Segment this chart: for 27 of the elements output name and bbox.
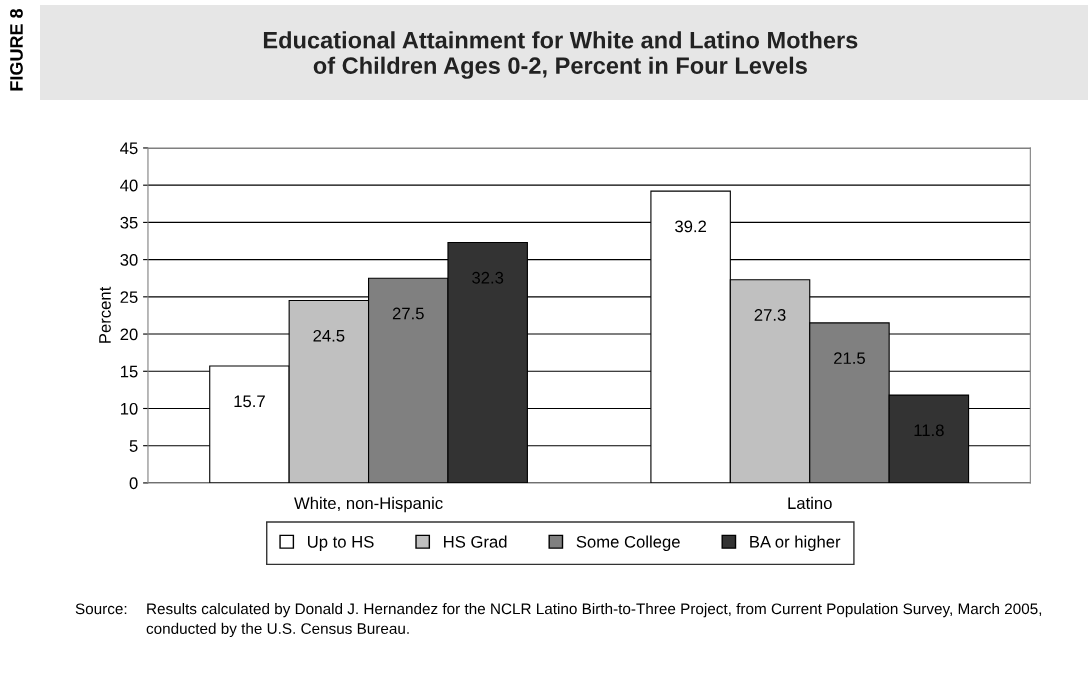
y-axis-title: Percent <box>99 286 111 343</box>
text: Results calculated by Donald J. Hernandez for the NCLR Latino Birth-to-Three Project, from Current Population Survey, March 2005, conducted by the U.S. Census Bureau. <box>146 603 1042 638</box>
data-label: 27.3 <box>754 309 786 321</box>
data-label: 21.5 <box>834 352 865 365</box>
y-tick-label: 25 <box>120 291 138 304</box>
y-tick-label: 35 <box>120 216 138 229</box>
data-label: 15.7 <box>234 395 265 408</box>
caption: FIGURE 8 <box>10 8 23 91</box>
y-tick-label: 30 <box>120 254 138 266</box>
chart-title: Educational Attainment for White and Latino Mothers of Children Ages 0-2, Percent in Four Levels <box>263 31 858 79</box>
source-note: Source: <box>75 603 127 615</box>
legend-label: Up to HS <box>308 535 374 552</box>
y-tick-label: 45 <box>120 142 138 155</box>
x-tick-label: White, non-Hispanic <box>294 496 443 513</box>
y-tick-label: 0 <box>129 477 138 490</box>
legend-label: BA or higher <box>750 535 841 552</box>
y-tick-label: 5 <box>129 440 138 452</box>
legend-label: Some College <box>576 535 680 552</box>
data-label: 39.2 <box>675 220 707 233</box>
y-tick-label: 15 <box>120 365 138 378</box>
x-tick-label: Latino <box>788 496 832 510</box>
y-tick-label: 10 <box>120 402 138 415</box>
data-label: 24.5 <box>313 329 345 342</box>
y-tick-label: 20 <box>120 328 138 341</box>
data-label: 27.5 <box>392 307 424 320</box>
y-tick-label: 40 <box>120 179 138 192</box>
legend-label: HS Grad <box>444 535 507 548</box>
